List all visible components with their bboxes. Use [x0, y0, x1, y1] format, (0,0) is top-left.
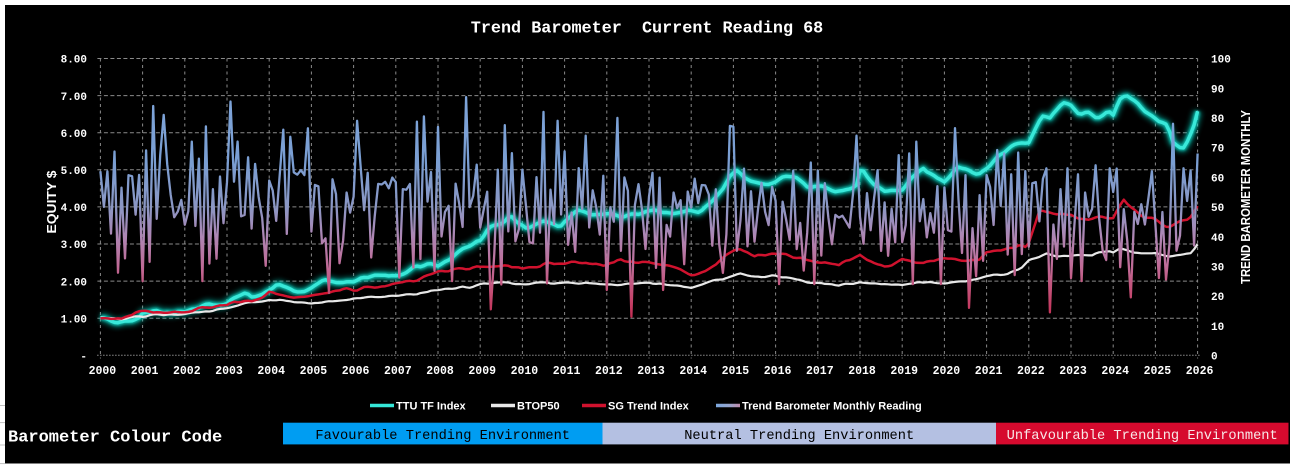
svg-text:Trend Barometer Current Readi: Trend Barometer Current Reading 68: [471, 20, 823, 39]
svg-text:10: 10: [1211, 322, 1224, 334]
svg-text:2014: 2014: [679, 365, 707, 378]
svg-text:1.00: 1.00: [61, 314, 87, 326]
svg-text:TTU TF Index: TTU TF Index: [396, 401, 467, 413]
svg-text:2008: 2008: [426, 365, 454, 378]
svg-text:100: 100: [1211, 55, 1231, 67]
svg-text:7.00: 7.00: [61, 92, 87, 104]
svg-text:50: 50: [1211, 203, 1224, 215]
svg-text:3.00: 3.00: [61, 240, 87, 252]
svg-text:60: 60: [1211, 173, 1224, 185]
svg-text:0: 0: [1211, 352, 1218, 364]
svg-text:2006: 2006: [342, 365, 370, 378]
svg-text:2009: 2009: [468, 365, 496, 378]
svg-text:Neutral Trending Environment: Neutral Trending Environment: [684, 429, 914, 444]
svg-text:2001: 2001: [131, 365, 159, 378]
svg-text:2026: 2026: [1186, 365, 1214, 378]
svg-text:2003: 2003: [215, 365, 243, 378]
svg-text:SG Trend Index: SG Trend Index: [608, 401, 690, 413]
svg-text:Barometer Colour Code: Barometer Colour Code: [8, 429, 222, 448]
svg-text:2025: 2025: [1144, 365, 1172, 378]
svg-text:TREND BAROMETER MONTHLY: TREND BAROMETER MONTHLY: [1238, 110, 1253, 284]
svg-text:70: 70: [1211, 144, 1224, 156]
svg-text:90: 90: [1211, 84, 1224, 96]
svg-text:5.00: 5.00: [61, 166, 87, 178]
svg-text:Unfavourable Trending Environm: Unfavourable Trending Environment: [1007, 429, 1278, 444]
svg-text:EQUITY $: EQUITY $: [44, 170, 59, 234]
svg-text:2015: 2015: [722, 365, 750, 378]
svg-text:2007: 2007: [384, 365, 412, 378]
svg-text:Favourable Trending Environmen: Favourable Trending Environment: [315, 429, 570, 444]
svg-text:2000: 2000: [89, 365, 117, 378]
svg-text:8.00: 8.00: [61, 55, 87, 67]
svg-text:2012: 2012: [595, 365, 623, 378]
svg-text:-: -: [80, 351, 87, 363]
svg-text:2022: 2022: [1017, 365, 1045, 378]
svg-text:2019: 2019: [890, 365, 918, 378]
svg-text:4.00: 4.00: [61, 203, 87, 215]
svg-text:40: 40: [1211, 233, 1224, 245]
svg-text:Trend Barometer Monthly Readin: Trend Barometer Monthly Reading: [742, 401, 922, 413]
svg-text:2004: 2004: [257, 365, 285, 378]
svg-text:2011: 2011: [553, 365, 581, 378]
svg-text:30: 30: [1211, 263, 1224, 275]
svg-text:2021: 2021: [975, 365, 1003, 378]
svg-text:2016: 2016: [764, 365, 792, 378]
svg-text:2002: 2002: [173, 365, 201, 378]
svg-text:2018: 2018: [848, 365, 876, 378]
svg-text:2023: 2023: [1059, 365, 1087, 378]
svg-text:2020: 2020: [933, 365, 961, 378]
svg-text:2024: 2024: [1101, 365, 1129, 378]
svg-text:2013: 2013: [637, 365, 665, 378]
svg-text:2010: 2010: [511, 365, 539, 378]
svg-text:20: 20: [1211, 292, 1224, 304]
svg-text:6.00: 6.00: [61, 129, 87, 141]
svg-text:2017: 2017: [806, 365, 834, 378]
svg-text:2005: 2005: [300, 365, 328, 378]
svg-text:2.00: 2.00: [61, 277, 87, 289]
svg-text:BTOP50: BTOP50: [517, 401, 560, 413]
svg-text:80: 80: [1211, 114, 1224, 126]
